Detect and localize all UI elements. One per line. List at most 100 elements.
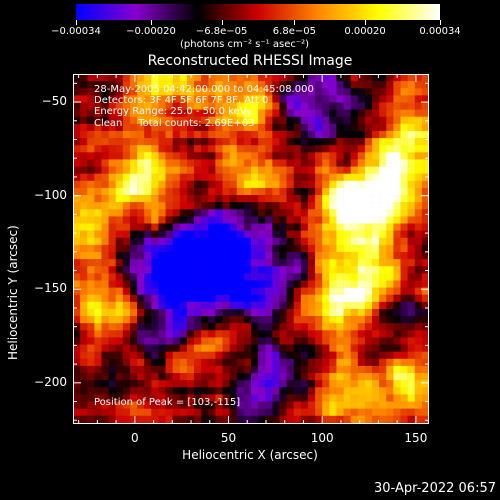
heatmap-cell [172,109,181,118]
heatmap-cell [329,351,337,360]
heatmap-cell [386,223,394,231]
heatmap-cell [222,387,230,395]
heatmap-cell [357,330,366,338]
heatmap-cell [372,130,380,139]
heatmap-cell [343,380,351,388]
heatmap-cell [208,373,216,381]
heatmap-cell [300,81,309,89]
heatmap-cell [386,145,394,153]
x-tick-label: 100 [310,431,334,445]
heatmap-cell [165,280,173,288]
heatmap-cell [243,95,252,103]
heatmap-cell [243,344,252,352]
heatmap-cell [137,116,145,125]
heatmap-cell [165,159,173,167]
heatmap-cell [350,145,359,153]
heatmap-cell [386,280,394,288]
heatmap-cell [236,152,245,160]
heatmap-cell [393,358,401,367]
heatmap-cell [172,408,181,417]
heatmap-cell [364,74,373,82]
heatmap-cell [357,123,366,132]
heatmap-cell [414,123,423,132]
heatmap-cell [372,145,380,153]
heatmap-cell [286,287,295,296]
heatmap-cell [208,74,216,82]
heatmap-cell [101,380,109,388]
heatmap-cell [115,152,124,160]
heatmap-cell [414,209,423,217]
heatmap-cell [201,180,209,189]
heatmap-cell [73,294,81,303]
heatmap-cell [386,123,394,132]
heatmap-cell [343,152,351,160]
heatmap-cell [293,344,302,352]
heatmap-cell [336,102,344,110]
heatmap-cell [236,308,245,317]
heatmap-cell [258,301,266,310]
heatmap-cell [215,344,223,352]
heatmap-cell [372,394,380,402]
heatmap-cell [215,95,223,103]
heatmap-cell [343,308,351,317]
heatmap-cell [407,330,416,338]
heatmap-cell [258,166,266,174]
heatmap-cell [258,74,266,82]
heatmap-cell [336,380,344,388]
heatmap-cell [80,88,88,96]
heatmap-cell [279,344,287,352]
heatmap-cell [400,252,408,260]
heatmap-cell [350,152,359,160]
heatmap-cell [208,358,216,367]
heatmap-cell [364,237,373,246]
heatmap-cell [364,130,373,139]
heatmap-cell [315,109,323,118]
heatmap-cell [108,216,117,224]
heatmap-cell [243,280,252,288]
heatmap-cell [258,294,266,303]
heatmap-cell [201,387,209,395]
heatmap-cell [172,180,181,189]
heatmap-cell [186,109,195,118]
heatmap-cell [80,123,88,132]
heatmap-cell [414,74,423,82]
heatmap-cell [379,408,387,417]
heatmap-cell [386,109,394,118]
heatmap-cell [129,301,138,310]
heatmap-cell [400,387,408,395]
heatmap-cell [87,88,95,96]
heatmap-cell [73,259,81,267]
heatmap-cell [215,266,223,274]
heatmap-cell [329,216,337,224]
heatmap-cell [122,130,131,139]
heatmap-cell [215,145,223,153]
heatmap-cell [393,373,401,381]
heatmap-cell [372,180,380,189]
heatmap-cell [165,394,173,402]
heatmap-cell [272,74,280,82]
heatmap-cell [186,130,195,139]
heatmap-cell [372,415,380,424]
heatmap-cell [73,195,81,203]
heatmap-cell [94,130,102,139]
heatmap-cell [201,294,209,303]
heatmap-cell [322,273,330,281]
heatmap-cell [73,123,81,132]
heatmap-cell [179,95,188,103]
heatmap-cell [137,294,145,303]
heatmap-cell [279,138,287,146]
heatmap-cell [407,387,416,395]
heatmap-cell [122,394,131,402]
heatmap-cell [236,401,245,409]
heatmap-cell [350,123,359,132]
heatmap-cell [322,145,330,153]
heatmap-cell [94,266,102,274]
heatmap-cell [393,152,401,160]
heatmap-cell [386,308,394,317]
heatmap-cell [393,230,401,239]
heatmap-cell [400,223,408,231]
heatmap-cell [329,180,337,189]
heatmap-cell [208,166,216,174]
heatmap-cell [379,373,387,381]
heatmap-cell [407,187,416,196]
